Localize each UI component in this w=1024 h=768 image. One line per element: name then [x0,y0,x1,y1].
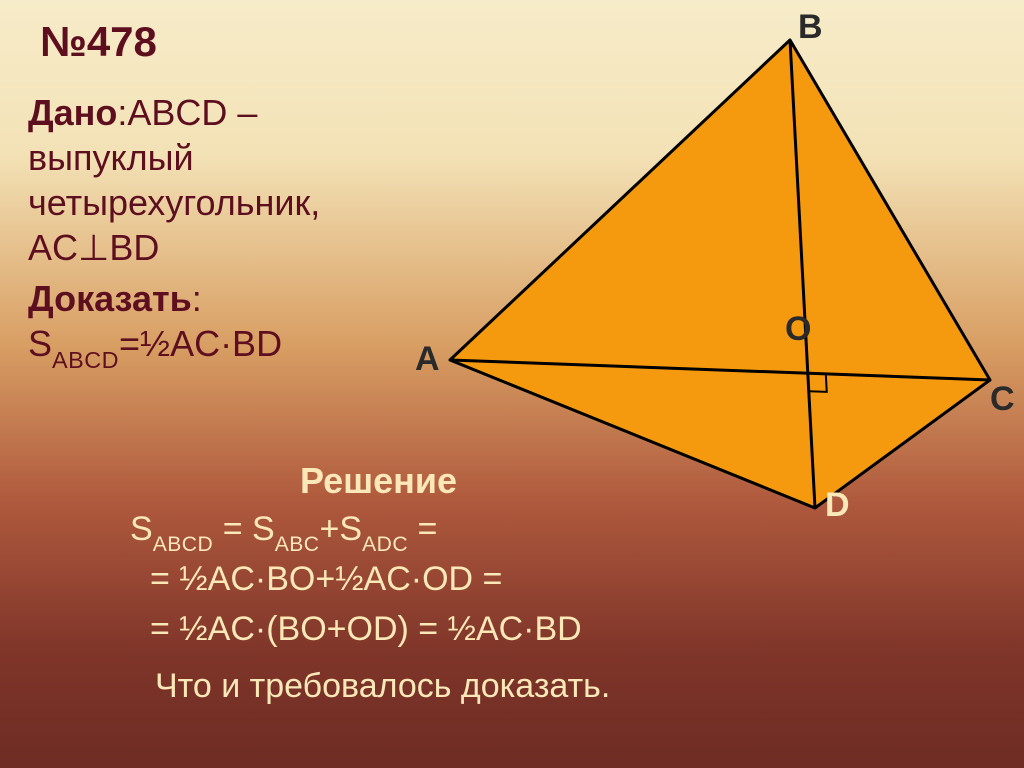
qed-line: Что и требовалось доказать. [155,667,610,706]
sol1-c: +S [320,510,363,548]
sol1-b: = S [213,510,274,548]
geometry-diagram: A B C D O [395,10,1015,520]
solution-line-2: = ½AC·BO+½AC·OD = [150,560,502,599]
problem-number: №478 [40,18,157,66]
vertex-label-B: B [798,8,823,47]
prove-line-1: Доказать: [28,276,388,321]
prove-rhs: =½AC·BD [119,323,282,364]
given-line-2: выпуклый [28,135,388,180]
solution-line-1: SABCD = SABC+SADC = [130,510,437,549]
perp-symbol: ⊥ [78,227,109,268]
given-line-3: четырехугольник, [28,180,388,225]
sol1-b-sub: ABC [275,533,320,556]
prove-label: Доказать [28,278,192,319]
given-block: Дано:ABCD – выпуклый четырехугольник, AC… [28,90,388,366]
prove-colon: : [192,278,202,319]
given-l4-bd: BD [109,227,159,268]
vertex-label-D: D [825,486,850,525]
given-l4-ac: AC [28,227,78,268]
prove-line-2: SABCD=½AC·BD [28,321,388,366]
given-line-1: Дано:ABCD – [28,90,388,135]
vertex-label-C: C [990,380,1015,419]
solution-line-3: = ½AC·(BO+OD) = ½AC·BD [150,610,582,649]
prove-S-sub: ABCD [52,347,119,373]
sol1-c-sub: ADC [362,533,408,556]
sol1-a: S [130,510,153,548]
given-label: Дано [28,92,117,133]
geometry-svg [395,10,1015,520]
vertex-label-O: O [785,310,811,349]
sol1-a-sub: ABCD [153,533,214,556]
prove-S: S [28,323,52,364]
vertex-label-A: A [415,340,440,379]
given-line-1-body: :ABCD – [117,92,257,133]
given-line-4: AC⊥BD [28,225,388,270]
